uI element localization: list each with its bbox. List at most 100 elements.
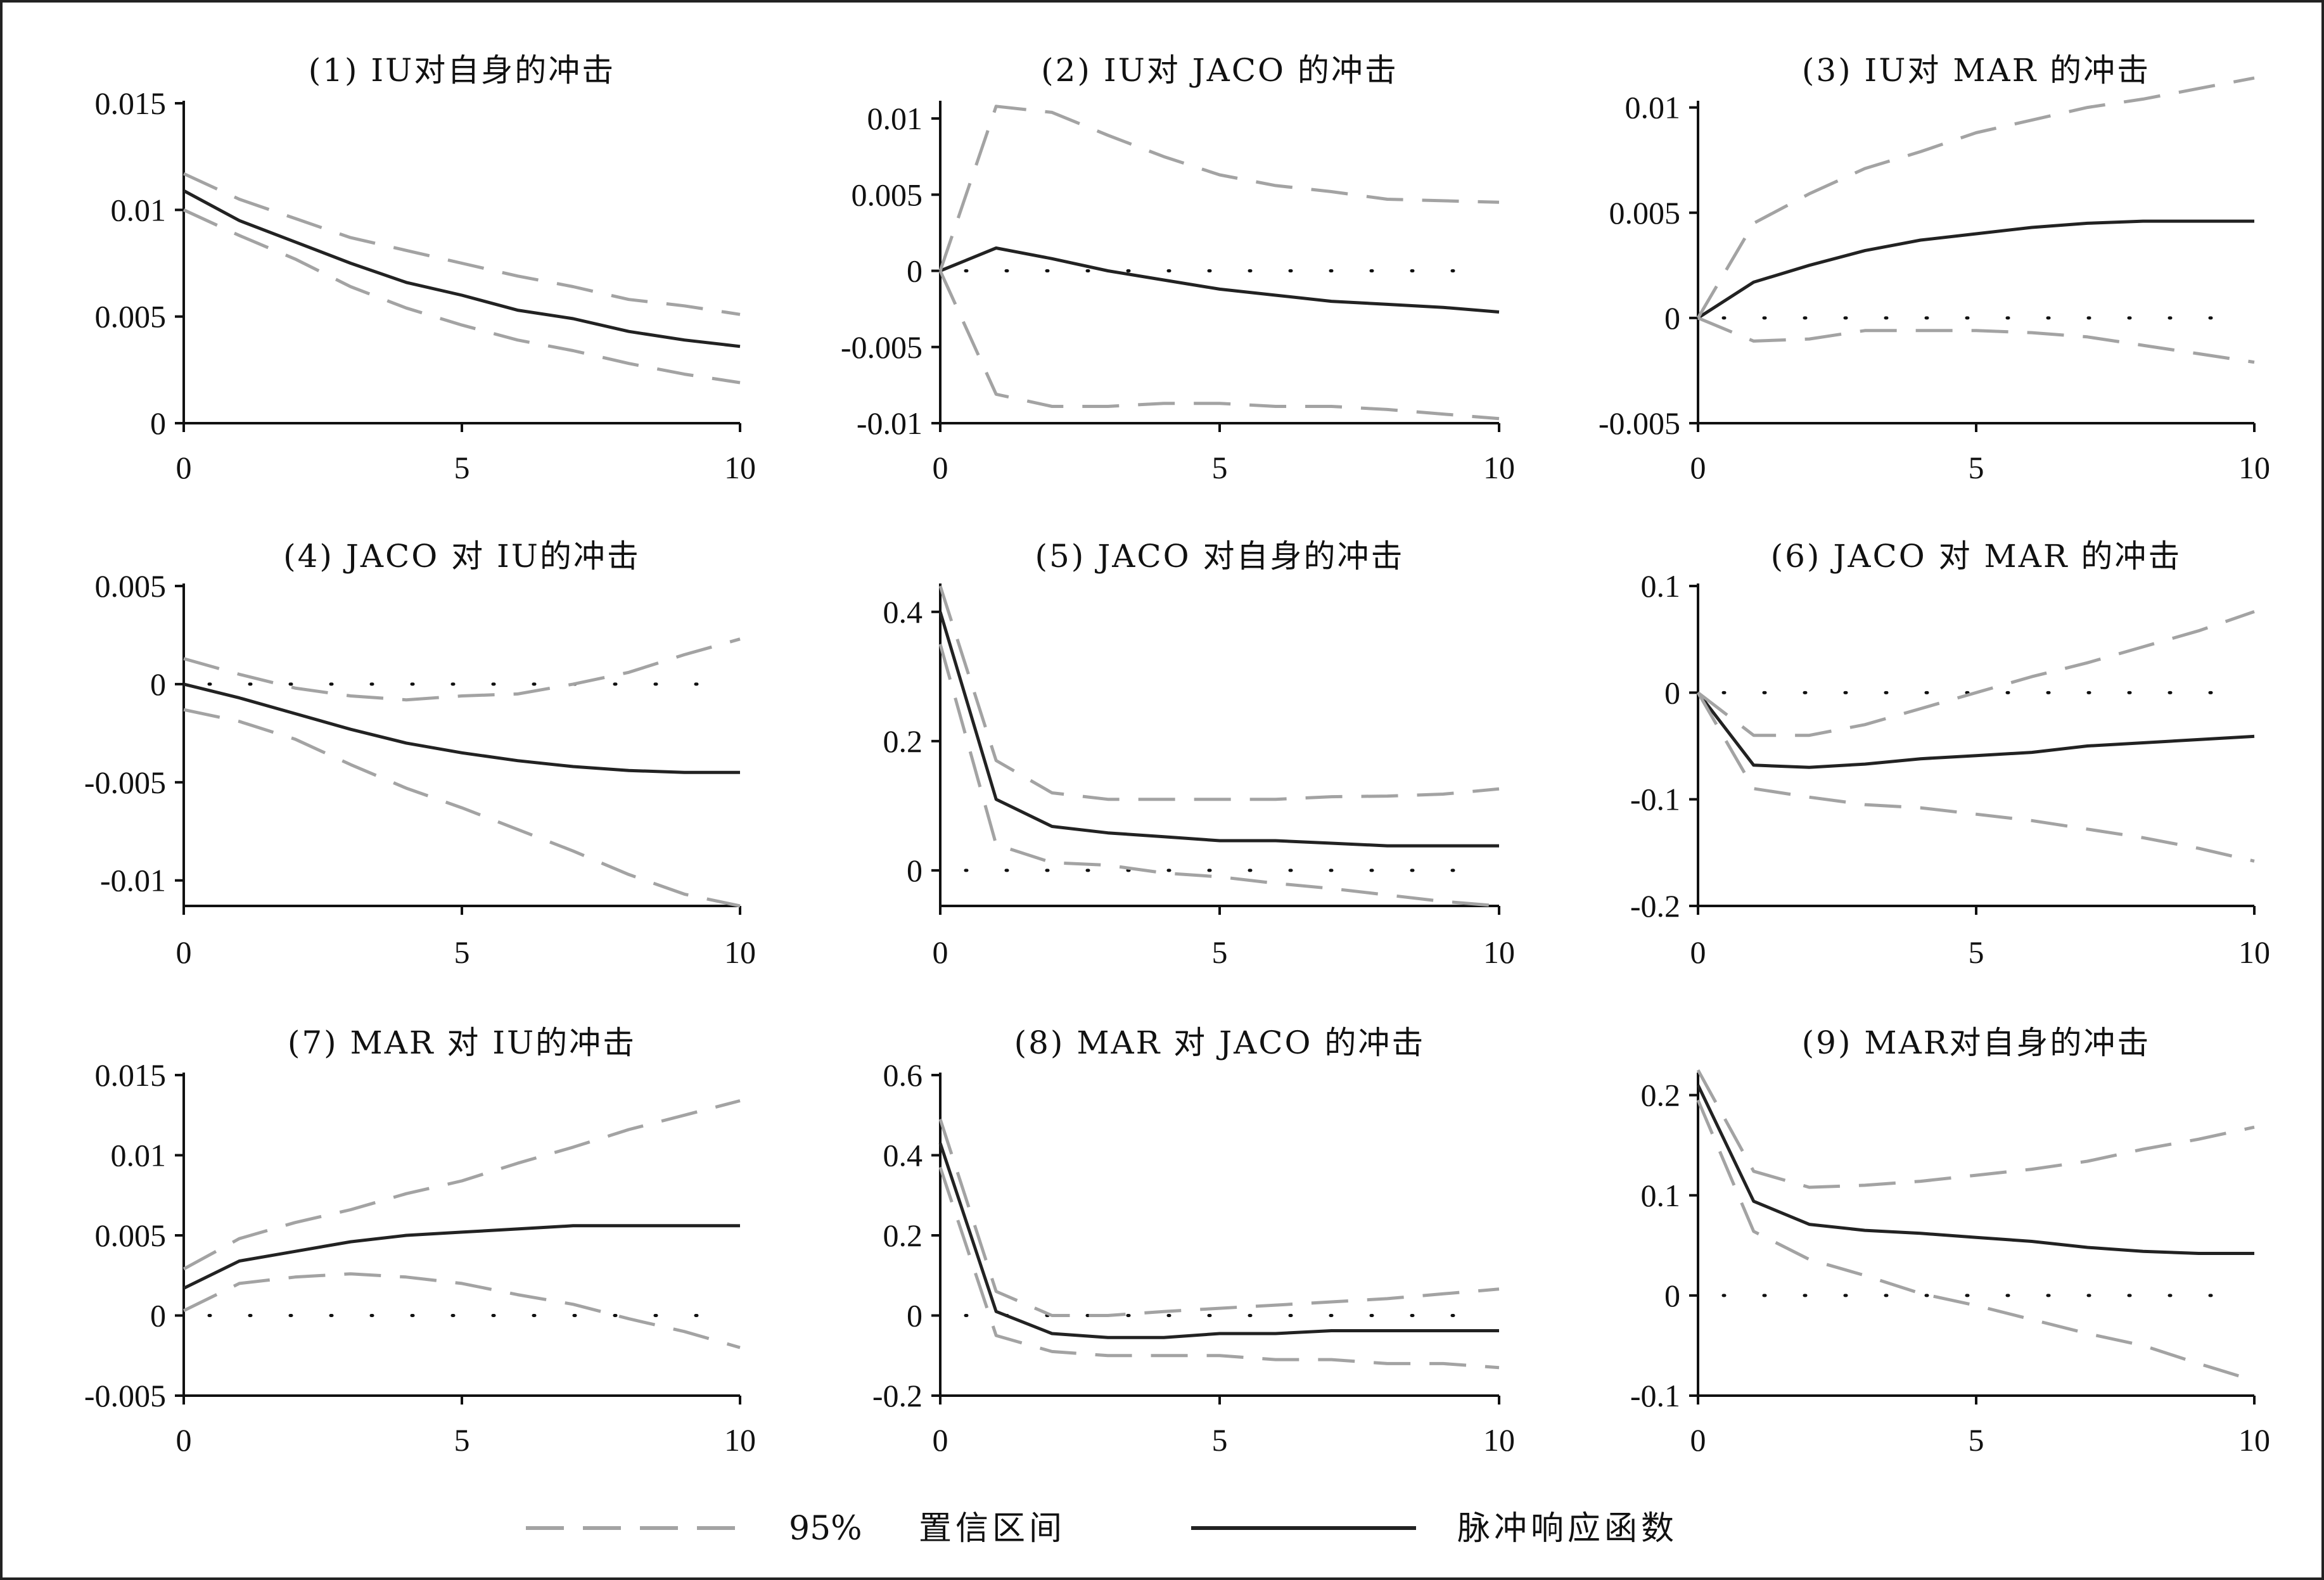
chart-panel-6: (6) JACO 对 MAR 的冲击 -0.2 -0.1 0 0.1 0 5 10 xyxy=(1630,538,2270,970)
x-tick-label-2: 5 xyxy=(1212,450,1228,485)
x-tick-label-6: 10 xyxy=(2238,934,2270,970)
y-tick-label-1: 0 xyxy=(150,405,166,441)
y-tick-label-5: 0 xyxy=(907,853,923,888)
chart-panel-3: (3) IU对 MAR 的冲击 -0.005 0 0.005 0.01 0 5 10 xyxy=(1599,52,2270,485)
ci-lower-line-1 xyxy=(182,208,741,385)
x-tick-label-4: 5 xyxy=(454,934,470,970)
y-tick-label-9: 0.1 xyxy=(1641,1178,1681,1213)
chart-title-9: (9) MAR对自身的冲击 xyxy=(1802,1024,2151,1061)
y-tick-label-4: 0 xyxy=(150,666,166,702)
y-tick-label-2: 0.01 xyxy=(867,101,923,136)
x-tick-label-9: 10 xyxy=(2238,1422,2270,1458)
y-tick-label-3: 0.01 xyxy=(1625,90,1681,125)
x-tick-label-6: 5 xyxy=(1969,934,1984,970)
irf-line-7 xyxy=(182,1224,740,1290)
x-tick-label-5: 0 xyxy=(933,934,948,970)
y-tick-label-6: -0.2 xyxy=(1630,888,1680,924)
y-tick-label-4: 0.005 xyxy=(95,568,167,604)
x-tick-label-7: 0 xyxy=(176,1422,192,1458)
ci-upper-line-7 xyxy=(182,1099,741,1271)
y-tick-label-7: 0.015 xyxy=(95,1057,167,1093)
chart-title-2: (2) IU对 JACO 的冲击 xyxy=(1041,52,1398,89)
chart-panel-8: (8) MAR 对 JACO 的冲击 -0.2 0 0.2 0.4 0.6 0 5 10 xyxy=(872,1024,1515,1458)
x-tick-label-2: 0 xyxy=(933,450,948,485)
y-tick-label-8: 0.2 xyxy=(883,1218,923,1253)
ci-upper-line-3 xyxy=(1696,76,2255,319)
chart-panel-4: (4) JACO 对 IU的冲击 -0.01 -0.005 0 0.005 0 5 10 xyxy=(84,538,756,970)
y-tick-label-7: 0.005 xyxy=(95,1218,167,1253)
chart-panel-9: (9) MAR对自身的冲击 -0.1 0 0.1 0.2 0 5 10 xyxy=(1630,1024,2270,1458)
y-tick-label-1: 0.005 xyxy=(95,299,167,334)
ci-upper-line-9 xyxy=(1696,1069,2255,1189)
y-tick-label-2: -0.005 xyxy=(841,329,923,365)
ci-lower-line-4 xyxy=(183,708,741,908)
chart-title-7: (7) MAR 对 IU的冲击 xyxy=(288,1024,636,1061)
irf-line-4 xyxy=(183,682,740,774)
x-tick-label-8: 10 xyxy=(1483,1422,1515,1458)
x-tick-label-5: 10 xyxy=(1483,934,1515,970)
legend-ci-label: 置信区间 xyxy=(919,1510,1066,1548)
y-tick-label-4: -0.005 xyxy=(84,765,166,800)
x-tick-label-9: 5 xyxy=(1969,1422,1984,1458)
chart-title-4: (4) JACO 对 IU的冲击 xyxy=(283,538,641,575)
ci-upper-line-6 xyxy=(1697,610,2255,737)
y-tick-label-6: 0 xyxy=(1664,675,1680,710)
x-tick-label-2: 10 xyxy=(1483,450,1515,485)
legend: 95% 置信区间 脉冲响应函数 xyxy=(526,1510,1678,1548)
y-tick-label-9: 0.2 xyxy=(1641,1078,1681,1113)
y-tick-label-2: 0.005 xyxy=(852,177,923,212)
ci-lower-line-5 xyxy=(938,644,1500,908)
ci-lower-line-8 xyxy=(938,1166,1500,1370)
irf-line-3 xyxy=(1697,219,2254,320)
x-tick-label-8: 0 xyxy=(933,1422,948,1458)
ci-upper-line-5 xyxy=(938,585,1500,801)
y-tick-label-8: -0.2 xyxy=(872,1378,923,1413)
irf-line-8 xyxy=(938,1142,1499,1339)
chart-title-3: (3) IU对 MAR 的冲击 xyxy=(1802,52,2150,89)
y-tick-label-8: 0 xyxy=(907,1298,923,1334)
x-tick-label-7: 10 xyxy=(724,1422,756,1458)
ci-lower-line-2 xyxy=(938,270,1500,421)
y-tick-label-8: 0.4 xyxy=(883,1138,923,1173)
y-tick-label-6: -0.1 xyxy=(1630,782,1680,817)
ci-upper-line-2 xyxy=(938,105,1500,272)
x-tick-label-9: 0 xyxy=(1690,1422,1706,1458)
chart-panel-1: (1) IU对自身的冲击 0 0.005 0.01 0.015 0 5 10 xyxy=(95,52,757,485)
x-tick-label-3: 5 xyxy=(1969,450,1984,485)
y-tick-label-3: 0 xyxy=(1664,300,1680,336)
ci-upper-line-4 xyxy=(183,637,741,702)
x-tick-label-3: 10 xyxy=(2238,450,2270,485)
chart-panel-2: (2) IU对 JACO 的冲击 -0.01 -0.005 0 0.005 0.01 0 5 1… xyxy=(841,52,1515,485)
x-tick-label-4: 0 xyxy=(176,934,192,970)
x-tick-label-3: 0 xyxy=(1690,450,1706,485)
x-tick-label-6: 0 xyxy=(1690,934,1706,970)
y-tick-label-2: 0 xyxy=(907,253,923,289)
chart-panel-7: (7) MAR 对 IU的冲击 -0.005 0 0.005 0.01 0.015 0 5 10 xyxy=(84,1024,756,1458)
y-tick-label-7: -0.005 xyxy=(84,1378,166,1413)
y-tick-label-5: 0.4 xyxy=(883,594,923,630)
irf-line-5 xyxy=(938,611,1499,848)
legend-irf-label: 脉冲响应函数 xyxy=(1457,1510,1678,1548)
x-tick-label-1: 0 xyxy=(176,450,192,485)
irf-line-1 xyxy=(182,189,741,348)
y-tick-label-9: -0.1 xyxy=(1630,1378,1680,1413)
ci-lower-line-6 xyxy=(1696,692,2255,863)
chart-title-1: (1) IU对自身的冲击 xyxy=(309,52,616,89)
y-tick-label-9: 0 xyxy=(1664,1278,1680,1313)
y-tick-label-5: 0.2 xyxy=(883,723,923,759)
y-tick-label-1: 0.015 xyxy=(95,86,167,121)
x-tick-label-8: 5 xyxy=(1212,1422,1228,1458)
y-tick-label-7: 0 xyxy=(150,1298,166,1334)
y-tick-label-2: -0.01 xyxy=(857,405,923,441)
y-tick-label-8: 0.6 xyxy=(883,1057,923,1093)
irf-line-6 xyxy=(1697,691,2255,769)
ci-lower-line-7 xyxy=(182,1272,741,1349)
y-tick-label-4: -0.01 xyxy=(100,863,166,898)
ci-upper-line-8 xyxy=(938,1118,1500,1317)
x-tick-label-1: 10 xyxy=(724,450,756,485)
x-tick-label-1: 5 xyxy=(454,450,470,485)
y-tick-label-6: 0.1 xyxy=(1641,568,1681,604)
